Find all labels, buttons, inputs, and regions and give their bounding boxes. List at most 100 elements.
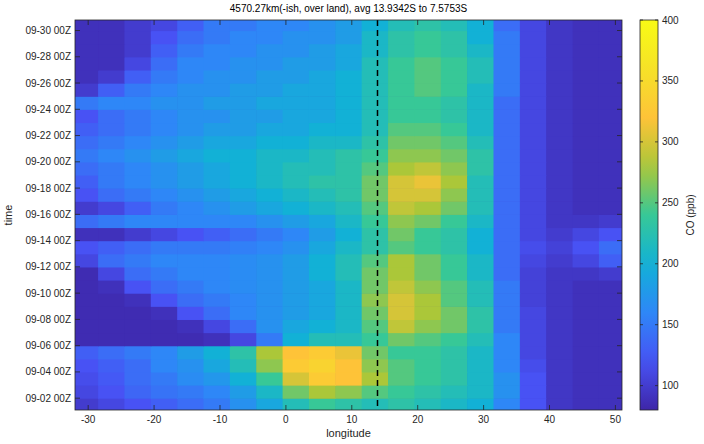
heatmap-cell <box>520 20 547 31</box>
heatmap-cell <box>283 227 310 241</box>
heatmap-cell <box>256 319 283 333</box>
heatmap-cell <box>230 122 257 136</box>
heatmap-cell <box>573 20 600 31</box>
heatmap-cell <box>124 20 151 31</box>
heatmap-cell <box>520 254 547 268</box>
heatmap-cell <box>546 267 573 281</box>
heatmap-cell <box>256 398 283 410</box>
heatmap-cell <box>230 372 257 386</box>
heatmap-cell <box>493 306 520 320</box>
heatmap-cell <box>335 359 362 373</box>
heatmap-cell <box>177 109 204 123</box>
heatmap-cell <box>441 57 468 71</box>
heatmap-cell <box>335 346 362 360</box>
heatmap-cell <box>283 96 310 110</box>
heatmap-cell <box>520 267 547 281</box>
heatmap-cell <box>151 149 178 163</box>
heatmap-cell <box>75 319 99 333</box>
heatmap-cell <box>151 96 178 110</box>
heatmap-cell <box>177 136 204 150</box>
heatmap-cell <box>124 267 151 281</box>
heatmap-cell <box>520 346 547 360</box>
heatmap-cell <box>256 267 283 281</box>
heatmap-cell <box>124 175 151 189</box>
heatmap-cell <box>98 188 125 202</box>
heatmap-cell <box>599 241 622 255</box>
y-tick <box>75 161 80 162</box>
heatmap-cell <box>309 122 336 136</box>
heatmap-cell <box>124 44 151 58</box>
heatmap-cell <box>441 20 468 31</box>
heatmap-cell <box>335 70 362 84</box>
heatmap-cell <box>309 70 336 84</box>
heatmap-cell <box>441 31 468 45</box>
heatmap-cell <box>362 254 389 268</box>
x-tick <box>483 405 484 410</box>
heatmap-cell <box>520 359 547 373</box>
heatmap-cell <box>493 241 520 255</box>
heatmap-cell <box>151 280 178 294</box>
heatmap-cell <box>573 385 600 399</box>
heatmap-cell <box>467 20 494 31</box>
heatmap-cell <box>309 201 336 215</box>
heatmap-cell <box>283 319 310 333</box>
heatmap-cell <box>75 136 99 150</box>
heatmap-cell <box>599 20 622 31</box>
heatmap-cell <box>98 346 125 360</box>
heatmap-cell <box>388 70 415 84</box>
heatmap-cell <box>256 306 283 320</box>
heatmap-cell <box>204 96 231 110</box>
heatmap-cell <box>520 398 547 410</box>
heatmap-cell <box>177 398 204 410</box>
x-tick-top <box>351 20 352 25</box>
heatmap-cell <box>362 122 389 136</box>
heatmap-cell <box>546 96 573 110</box>
heatmap-cell <box>546 359 573 373</box>
heatmap-cell <box>98 20 125 31</box>
y-tick-right <box>617 56 622 57</box>
heatmap-cell <box>204 162 231 176</box>
heatmap-cell <box>388 109 415 123</box>
colorbar-tick <box>640 385 643 386</box>
heatmap-cell <box>75 359 99 373</box>
heatmap-cell <box>441 254 468 268</box>
heatmap-cell <box>388 241 415 255</box>
y-tick <box>75 56 80 57</box>
heatmap-cell <box>124 31 151 45</box>
y-tick <box>75 83 80 84</box>
reference-line <box>377 20 379 410</box>
heatmap-cell <box>573 306 600 320</box>
heatmap-cell <box>546 175 573 189</box>
y-tick-right <box>617 371 622 372</box>
heatmap-cell <box>204 372 231 386</box>
heatmap-cell <box>75 122 99 136</box>
heatmap-cell <box>599 267 622 281</box>
heatmap-cell <box>388 227 415 241</box>
heatmap-cell <box>75 44 99 58</box>
heatmap-cell <box>520 162 547 176</box>
heatmap-cell <box>309 359 336 373</box>
heatmap-cell <box>362 398 389 410</box>
heatmap-cell <box>520 136 547 150</box>
heatmap-cell <box>124 346 151 360</box>
heatmap-cell <box>599 254 622 268</box>
heatmap-cell <box>204 20 231 31</box>
heatmap-cell <box>75 96 99 110</box>
heatmap-cell <box>467 70 494 84</box>
x-tick <box>549 405 550 410</box>
heatmap-cell <box>151 175 178 189</box>
heatmap-cell <box>151 306 178 320</box>
heatmap-cell <box>414 254 441 268</box>
heatmap-cell <box>335 201 362 215</box>
heatmap-cell <box>599 319 622 333</box>
x-tick-label: -10 <box>213 414 228 425</box>
heatmap-cell <box>467 122 494 136</box>
heatmap-cell <box>230 214 257 228</box>
heatmap-cell <box>124 306 151 320</box>
y-tick-label: 09-06 00Z <box>25 340 71 351</box>
heatmap-cell <box>599 57 622 71</box>
heatmap-cell <box>283 122 310 136</box>
heatmap-cell <box>414 20 441 31</box>
y-tick <box>75 345 80 346</box>
heatmap-cell <box>573 398 600 410</box>
